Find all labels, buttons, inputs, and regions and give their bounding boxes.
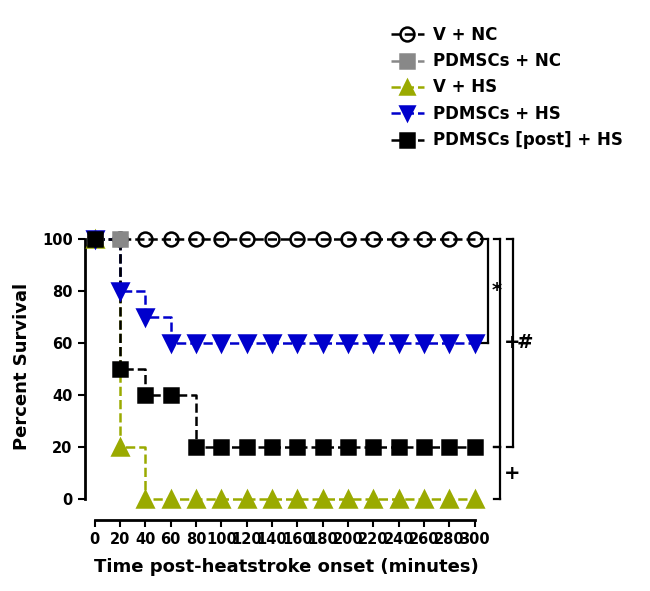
Text: +: +: [504, 464, 521, 483]
Text: *: *: [491, 281, 501, 300]
Text: #: #: [517, 333, 533, 352]
Text: +: +: [504, 333, 521, 352]
Y-axis label: Percent Survival: Percent Survival: [13, 283, 31, 450]
Legend: V + NC, PDMSCs + NC, V + HS, PDMSCs + HS, PDMSCs [post] + HS: V + NC, PDMSCs + NC, V + HS, PDMSCs + HS…: [385, 20, 629, 155]
X-axis label: Time post-heatstroke onset (minutes): Time post-heatstroke onset (minutes): [94, 558, 478, 576]
